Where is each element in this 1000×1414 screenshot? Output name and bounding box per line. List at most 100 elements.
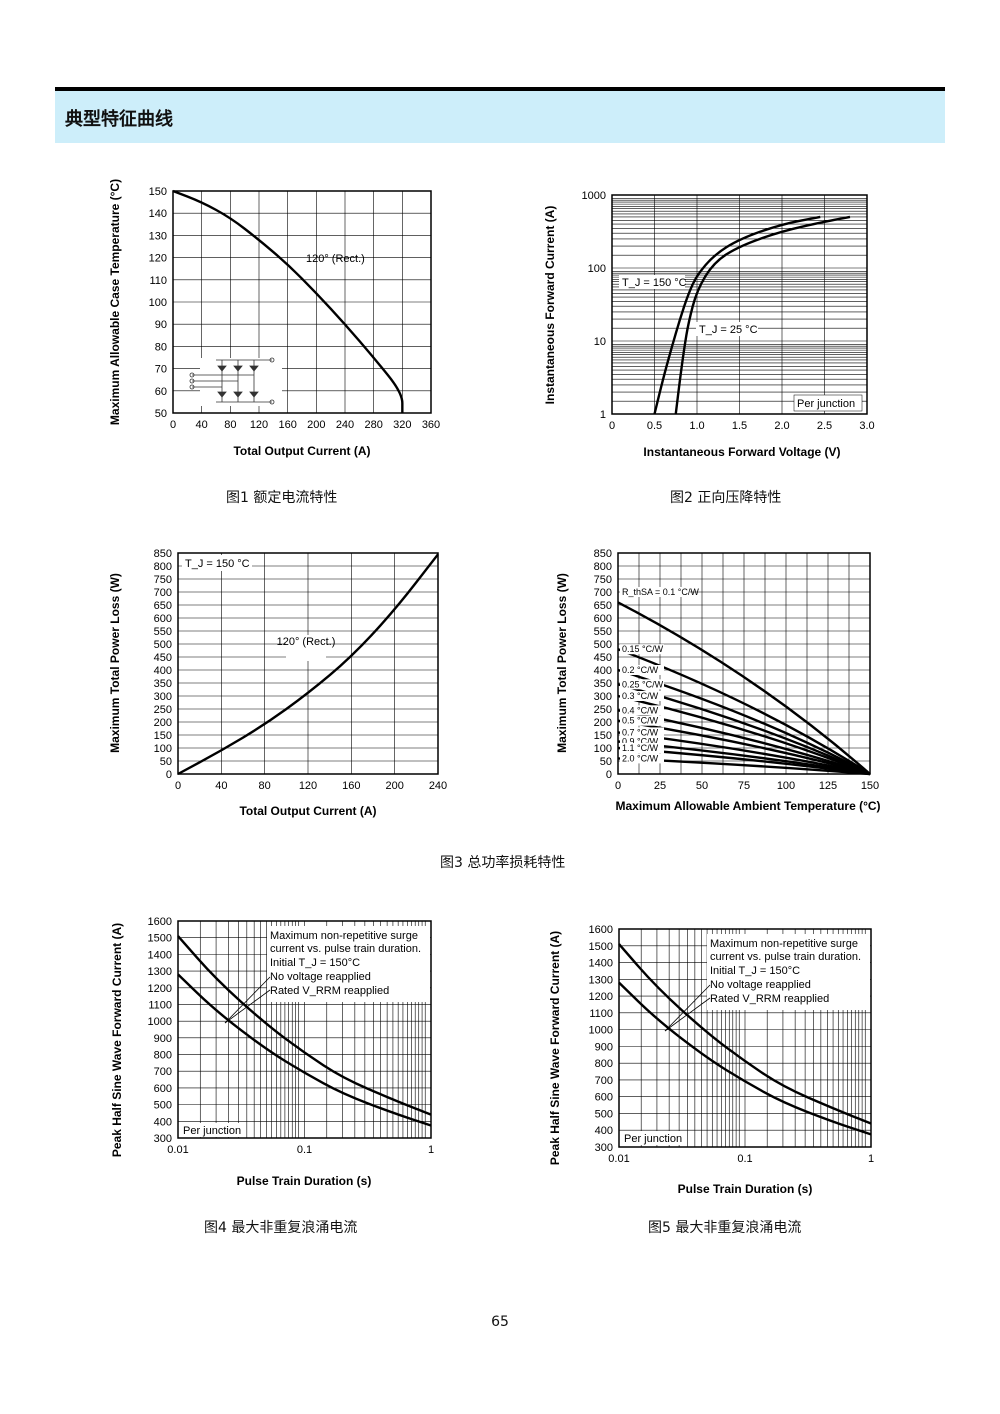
annotation-120-rect: 120° (Rect.)	[277, 636, 336, 648]
series-label: 2.0 °C/W	[622, 753, 659, 763]
y-axis-label: Maximum Total Power Loss (W)	[555, 573, 569, 753]
series-label-tj150: T_J = 150 °C	[622, 277, 687, 289]
y-tick-label: 1200	[589, 991, 613, 1003]
series-label-background	[620, 753, 664, 764]
y-tick-label: 500	[595, 1108, 613, 1120]
y-tick-label: 1400	[148, 949, 172, 961]
series-label-background	[620, 715, 664, 726]
y-tick-label: 700	[154, 587, 172, 599]
y-tick-label: 60	[155, 386, 167, 398]
x-tick-label: 75	[738, 780, 750, 792]
annotation-line-2: current vs. pulse train duration.	[270, 943, 421, 955]
y-tick-label: 300	[595, 1142, 613, 1154]
y-tick-label: 600	[595, 1092, 613, 1104]
x-tick-label: 1.5	[732, 420, 747, 432]
y-tick-label: 750	[154, 574, 172, 586]
y-tick-label: 500	[154, 1100, 172, 1112]
y-tick-label: 100	[588, 263, 606, 275]
y-tick-label: 850	[594, 548, 612, 560]
series-line	[653, 215, 821, 415]
x-tick-label: 320	[393, 419, 411, 431]
y-tick-label: 50	[155, 408, 167, 420]
x-tick-label: 360	[422, 419, 440, 431]
y-tick-label: 130	[149, 230, 167, 242]
y-tick-label: 500	[154, 639, 172, 651]
y-tick-label: 100	[154, 743, 172, 755]
y-tick-label: 50	[160, 756, 172, 768]
y-tick-label: 200	[594, 717, 612, 729]
x-tick-label: 120	[299, 780, 317, 792]
y-tick-label: 1400	[589, 958, 613, 970]
y-tick-label: 900	[154, 1033, 172, 1045]
y-tick-label: 110	[149, 275, 167, 287]
x-tick-label: 0	[175, 780, 181, 792]
y-tick-label: 500	[594, 639, 612, 651]
annotation-line-4: No voltage reapplied	[710, 979, 811, 991]
chart-fig4: 0.01 0.1 130040050060070080090010001100120…	[110, 916, 434, 1188]
series-line	[674, 215, 851, 415]
x-tick-label: 200	[385, 780, 403, 792]
series-label: 0.7 °C/W	[622, 727, 659, 737]
annotation-per-junction: Per junction	[797, 398, 855, 410]
series-label: 0.9 °C/W	[622, 737, 659, 747]
series-label: 1.1 °C/W	[622, 743, 659, 753]
x-tick-label: 150	[861, 780, 879, 792]
x-axis-label: Total Output Current (A)	[239, 804, 376, 818]
series-label-background	[620, 665, 664, 675]
y-tick-label: 0	[606, 769, 612, 781]
caption-fig2: 图2 正向压降特性	[670, 490, 782, 506]
series-label-background	[620, 736, 664, 747]
y-tick-label: 550	[594, 626, 612, 638]
caption-fig1: 图1 额定电流特性	[226, 490, 338, 506]
page-number: 65	[491, 1314, 509, 1330]
x-tick-label: 0.1	[297, 1144, 312, 1156]
y-axis-label: Maximum Total Power Loss (W)	[108, 573, 122, 753]
series-label: R_thSA = 0.1 °C/W	[622, 587, 699, 597]
x-tick-label: 160	[342, 780, 360, 792]
x-tick-label: 0.01	[608, 1153, 629, 1165]
chart-fig3a: 0 40 80 120 160 200 24005010015020025030035040…	[108, 548, 447, 818]
y-axis-label: Peak Half Sine Wave Forward Current (A)	[110, 923, 124, 1157]
caption-fig4: 图4 最大非重复浪涌电流	[204, 1220, 358, 1236]
annotation-line-5: Rated V_RRM reapplied	[710, 993, 829, 1005]
annotation-120-rect: 120° (Rect.)	[306, 253, 365, 265]
x-tick-label: 25	[654, 780, 666, 792]
x-tick-label: 280	[364, 419, 382, 431]
y-tick-label: 1600	[148, 916, 172, 928]
x-tick-label: 0.01	[167, 1144, 188, 1156]
y-tick-label: 800	[154, 561, 172, 573]
series-label: 0.2 °C/W	[622, 665, 659, 675]
x-tick-label: 40	[215, 780, 227, 792]
x-axis-label: Total Output Current (A)	[233, 444, 370, 458]
y-tick-label: 50	[600, 756, 612, 768]
y-tick-label: 100	[594, 743, 612, 755]
series-label: 0.25 °C/W	[622, 679, 664, 689]
y-tick-label: 120	[149, 253, 167, 265]
chart-fig1: 0 40 80 120 160 200 240 280 320 360 50 60 70 80 90 100 1…	[108, 179, 440, 458]
y-tick-label: 10	[594, 336, 606, 348]
annotation-line-3: Initial T_J = 150°C	[270, 957, 360, 969]
y-tick-label: 650	[594, 600, 612, 612]
x-tick-label: 80	[224, 419, 236, 431]
x-tick-label: 0	[170, 419, 176, 431]
annotation-line-1: Maximum non-repetitive surge	[710, 938, 858, 950]
y-tick-label: 600	[154, 1083, 172, 1095]
chart-fig2: 0 0.5 1.0 1.5 2.0 2.5 3.0 1 10 100 1000 T_J = 150 …	[543, 190, 875, 459]
y-tick-label: 700	[594, 587, 612, 599]
y-tick-label: 300	[154, 691, 172, 703]
chart-fig3b: 0 25 50 75 100 125 150050100150200250300350400…	[555, 548, 881, 813]
annotation-line-2: current vs. pulse train duration.	[710, 951, 861, 963]
y-tick-label: 900	[595, 1041, 613, 1053]
y-tick-label: 1	[600, 409, 606, 421]
y-axis-label: Instantaneous Forward Current (A)	[543, 206, 557, 405]
section-banner: 典型特征曲线	[55, 91, 945, 143]
series-label-background	[620, 587, 690, 597]
x-tick-label: 100	[777, 780, 795, 792]
y-tick-label: 70	[155, 364, 167, 376]
series-label: 0.3 °C/W	[622, 691, 659, 701]
leader-line	[224, 976, 271, 1024]
y-tick-label: 750	[594, 574, 612, 586]
y-tick-label: 350	[594, 678, 612, 690]
series-line	[618, 981, 872, 1136]
x-tick-label: 1.0	[689, 420, 704, 432]
